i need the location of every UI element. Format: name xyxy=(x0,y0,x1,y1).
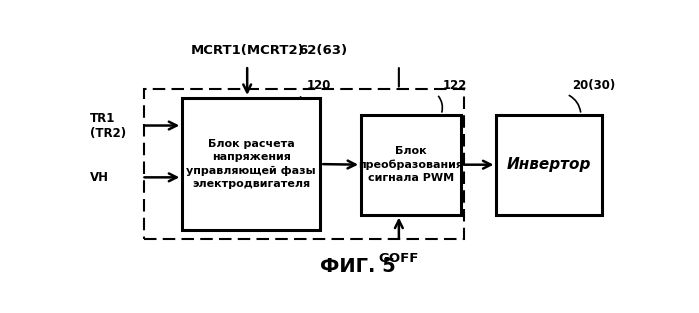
Bar xyxy=(496,115,602,215)
Text: Инвертор: Инвертор xyxy=(507,157,591,172)
Bar xyxy=(361,115,461,215)
Text: ФИГ. 5: ФИГ. 5 xyxy=(320,257,396,276)
Text: 62(63): 62(63) xyxy=(298,44,347,57)
Text: 122: 122 xyxy=(442,79,466,92)
Text: VH: VH xyxy=(90,171,109,184)
Text: GOFF: GOFF xyxy=(379,252,419,265)
Text: MCRT1(MCRT2): MCRT1(MCRT2) xyxy=(190,44,304,57)
Bar xyxy=(144,90,464,239)
Text: Блок
преобразования
сигнала PWM: Блок преобразования сигнала PWM xyxy=(359,146,463,183)
Bar xyxy=(182,98,320,230)
Text: TR1
(TR2): TR1 (TR2) xyxy=(90,111,127,140)
Text: 20(30): 20(30) xyxy=(572,79,615,92)
Text: Блок расчета
напряжения
управляющей фазы
электродвигателя: Блок расчета напряжения управляющей фазы… xyxy=(187,139,316,189)
Text: 120: 120 xyxy=(307,79,331,92)
